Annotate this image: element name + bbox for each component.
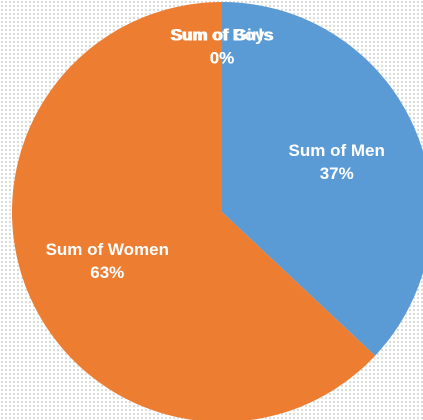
pie-slice [12, 2, 376, 420]
data-label-value: 0% [210, 48, 235, 67]
data-label-value: 37% [320, 164, 354, 183]
data-label-name: Sum of Boys [170, 25, 274, 44]
data-label-name: Sum of Girls [171, 25, 272, 44]
data-label-value: 0% [210, 48, 235, 67]
data-label-value: 63% [90, 263, 124, 282]
data-label-name: Sum of Men [289, 141, 385, 160]
pie-slice [222, 2, 423, 356]
data-label-name: Sum of Women [46, 240, 169, 259]
